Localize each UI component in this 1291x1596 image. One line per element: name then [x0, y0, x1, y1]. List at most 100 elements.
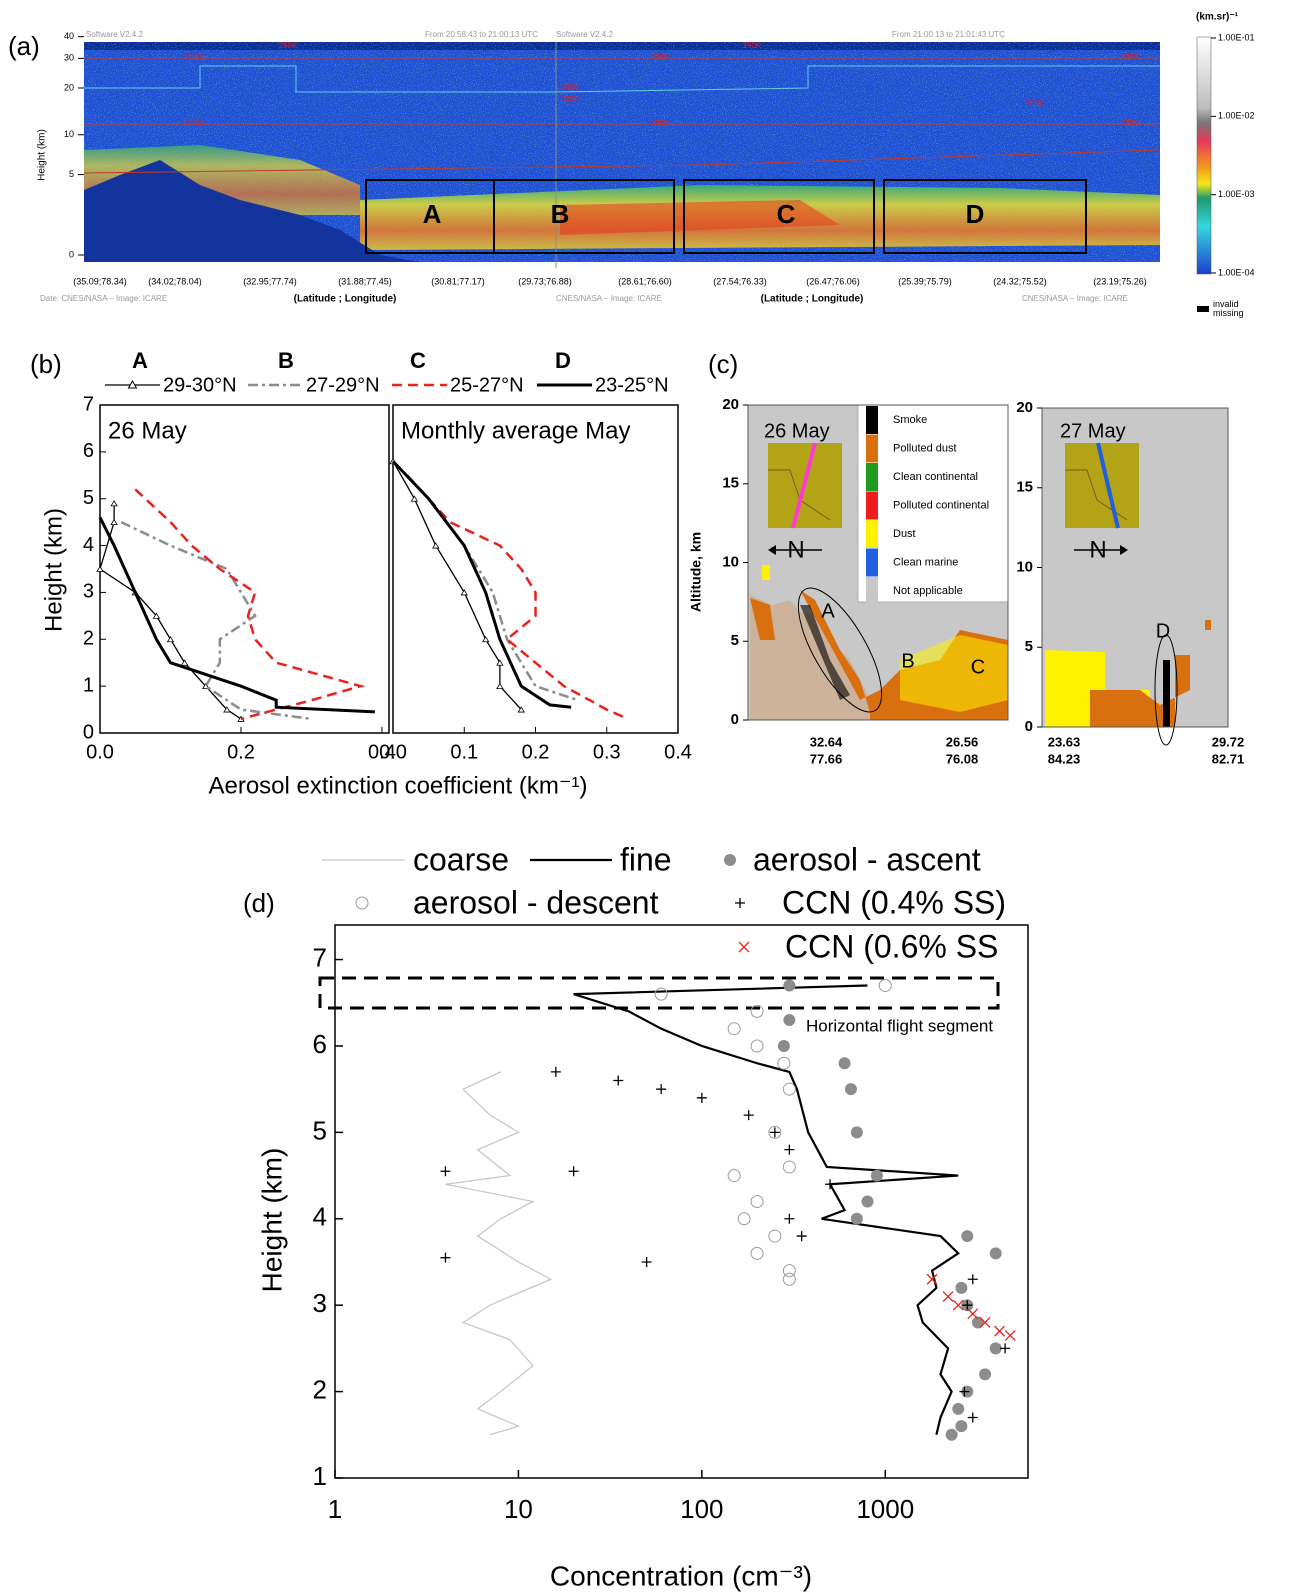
point — [727, 1022, 741, 1036]
date-label: 27 May — [1060, 420, 1126, 442]
region-label: B — [901, 650, 914, 672]
legend-label: fine — [620, 841, 672, 877]
y-tick-label: 20 — [1016, 399, 1033, 416]
region-label: A — [821, 600, 835, 622]
point — [696, 1092, 707, 1103]
x-tick-label: 100 — [680, 1494, 723, 1524]
point — [962, 1300, 973, 1311]
point — [568, 1166, 579, 1177]
credit: CNES/NASA – Image: ICARE — [556, 294, 662, 303]
legend-swatch — [866, 577, 878, 605]
plot-frame — [99, 404, 390, 734]
y-tick-label: 0 — [731, 711, 739, 728]
y-tick-label: 5 — [313, 1115, 327, 1145]
legend-marker — [738, 941, 750, 953]
point — [989, 1342, 1002, 1355]
temperature-label: 200K — [561, 95, 580, 104]
legend-letter: A — [132, 348, 148, 373]
legend-marker — [735, 898, 745, 908]
profile-marker — [481, 636, 490, 643]
profile-line — [98, 516, 375, 714]
legend-label: Not applicable — [893, 585, 963, 597]
profile-marker — [166, 636, 175, 643]
point — [641, 1256, 652, 1267]
y-tick-label: 0 — [69, 249, 74, 259]
point — [959, 1386, 970, 1397]
legend-letter: B — [278, 348, 294, 373]
x-tick-label: (23.19;75.26) — [1093, 276, 1147, 286]
y-tick-label: 0 — [1025, 718, 1033, 735]
subplot-title: Monthly average May — [401, 417, 630, 444]
profile-marker — [152, 612, 161, 619]
point — [727, 1169, 741, 1183]
point — [838, 1057, 851, 1070]
legend-label: 23-25°N — [595, 374, 669, 396]
legend-label: coarse — [413, 841, 509, 877]
y-tick-label: 10 — [722, 553, 739, 570]
flight-segment-box — [318, 976, 1000, 1010]
point — [926, 1273, 938, 1285]
subplot-title: 26 May — [108, 417, 187, 444]
y-tick-label: 20 — [64, 82, 74, 92]
x-tick-lon: 76.08 — [946, 751, 979, 766]
point — [784, 1144, 795, 1155]
y-tick-label: 4 — [313, 1202, 327, 1232]
x-tick-lon: 84.23 — [1048, 751, 1081, 766]
point — [989, 1247, 1002, 1260]
point — [783, 979, 796, 992]
point — [878, 978, 892, 992]
temperature-label: 200K — [561, 82, 580, 91]
point — [952, 1402, 965, 1415]
x-tick-label: (31.88;77.45) — [338, 276, 392, 286]
y-tick-label: 5 — [83, 487, 94, 509]
point — [784, 1213, 795, 1224]
y-tick-label: 20 — [722, 396, 739, 413]
point — [861, 1195, 874, 1208]
legend-label: Clean continental — [893, 471, 978, 483]
x-tick-label: 0.2 — [227, 741, 255, 763]
x-tick-label: (35.09;78.34) — [73, 276, 127, 286]
profile-marker — [110, 518, 118, 526]
legend-swatch — [866, 406, 878, 434]
plot-frame — [334, 924, 1029, 1479]
date-label: 26 May — [764, 420, 830, 442]
y-tick-label: 0 — [83, 721, 94, 743]
profile-line — [392, 460, 522, 711]
point — [750, 1195, 764, 1208]
point — [1004, 1329, 1016, 1341]
legend-swatch — [866, 434, 878, 463]
legend-letter: D — [555, 348, 571, 373]
profile-marker — [460, 589, 468, 596]
legend-marker — [355, 896, 369, 910]
temperature-label: 225K — [186, 119, 205, 128]
point — [844, 1083, 857, 1096]
point — [782, 1082, 796, 1096]
x-axis-label: (Latitude ; Longitude) — [294, 294, 397, 305]
point — [613, 1075, 624, 1086]
x-tick-lon: 77.66 — [810, 751, 843, 766]
direction-label: N — [787, 536, 804, 563]
point — [782, 1272, 796, 1286]
legend-swatch — [866, 520, 878, 548]
region-label: D — [1156, 620, 1170, 642]
profile-line — [406, 474, 629, 721]
temperature-label: 250K — [279, 41, 298, 50]
point — [743, 1110, 754, 1121]
point — [994, 1325, 1006, 1337]
curtain-image — [748, 404, 1228, 746]
x-tick-label: (28.61;76.60) — [618, 276, 672, 286]
panel-label: (d) — [243, 888, 275, 918]
point — [796, 1231, 807, 1242]
temperature-label: 225K — [1121, 53, 1140, 62]
x-tick-lat: 29.72 — [1212, 734, 1245, 749]
time-range: From 20:58:43 to 21:00:13 UTC — [425, 30, 538, 39]
point — [750, 1246, 764, 1260]
legend-swatch — [866, 491, 878, 520]
x-tick-label: 1 — [328, 1494, 342, 1524]
point — [967, 1308, 979, 1320]
profile-marker — [410, 495, 419, 502]
x-tick-label: (26.47;76.06) — [806, 276, 860, 286]
temperature-label: 200K — [1026, 99, 1045, 108]
point — [782, 1264, 796, 1278]
legend-label: 25-27°N — [450, 374, 524, 396]
